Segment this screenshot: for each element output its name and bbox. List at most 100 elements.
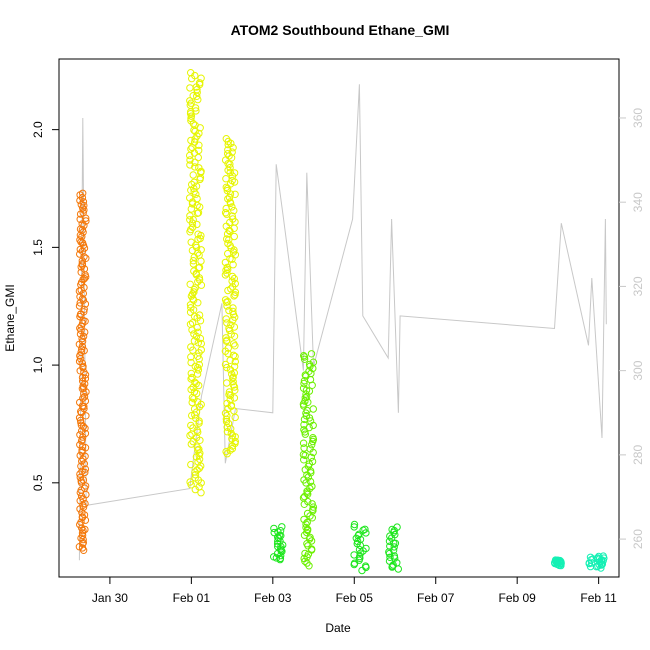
data-point xyxy=(230,332,239,340)
data-point xyxy=(300,500,308,508)
data-point xyxy=(223,423,231,431)
data-point xyxy=(301,557,309,565)
data-point xyxy=(307,469,315,477)
data-point xyxy=(81,468,89,477)
data-point xyxy=(305,562,313,570)
data-point xyxy=(80,390,88,398)
data-point xyxy=(187,460,195,469)
data-point xyxy=(300,379,308,388)
data-point xyxy=(194,95,202,104)
data-point xyxy=(222,337,231,345)
data-point xyxy=(81,328,89,336)
data-point xyxy=(186,280,194,288)
data-point xyxy=(77,437,86,445)
y-tick-label: 2.0 xyxy=(31,121,45,138)
data-point xyxy=(192,190,200,198)
data-point xyxy=(230,340,238,348)
data-point xyxy=(300,352,308,360)
data-point xyxy=(226,356,234,364)
data-point xyxy=(597,564,605,572)
data-point xyxy=(303,509,312,518)
x-tick-label: Feb 01 xyxy=(173,591,211,605)
data-point xyxy=(196,175,204,184)
data-point xyxy=(228,212,237,220)
data-point xyxy=(229,374,237,382)
data-point xyxy=(272,554,281,562)
y2-tick-label: 300 xyxy=(631,360,645,380)
data-point xyxy=(301,466,309,474)
x-tick-label: Feb 11 xyxy=(580,591,617,605)
data-point xyxy=(359,547,367,555)
data-point xyxy=(222,204,230,213)
data-point xyxy=(188,398,196,407)
data-point xyxy=(186,84,194,92)
data-point xyxy=(224,150,232,158)
data-point xyxy=(308,441,316,449)
data-point xyxy=(223,379,231,387)
data-point xyxy=(222,417,231,426)
data-point xyxy=(76,416,85,425)
data-point xyxy=(191,104,200,112)
data-point xyxy=(186,228,194,236)
data-point xyxy=(222,415,231,423)
y2-tick-label: 320 xyxy=(631,276,645,296)
data-point xyxy=(77,322,86,330)
y2-tick-label: 340 xyxy=(631,192,645,212)
data-point xyxy=(306,477,315,486)
data-point xyxy=(221,258,230,267)
data-point xyxy=(193,466,201,474)
data-point xyxy=(79,503,88,511)
data-point xyxy=(79,546,88,554)
data-point xyxy=(223,428,232,436)
data-point xyxy=(75,287,84,295)
data-point xyxy=(358,566,366,575)
data-point xyxy=(188,74,196,83)
data-point xyxy=(79,455,87,463)
data-point xyxy=(76,210,85,218)
data-point xyxy=(82,214,90,222)
data-point xyxy=(592,563,601,571)
data-point xyxy=(193,370,202,378)
data-point xyxy=(299,439,308,447)
y2-tick-label: 360 xyxy=(631,108,645,128)
data-point xyxy=(193,92,201,101)
y-axis: 0.5 1.0 1.5 2.0 xyxy=(31,121,60,491)
secondary-series-line xyxy=(78,84,607,561)
data-point xyxy=(76,245,85,254)
data-point xyxy=(190,337,199,345)
data-point xyxy=(277,543,285,551)
data-point xyxy=(302,372,310,380)
data-point xyxy=(78,261,87,269)
data-point xyxy=(80,253,88,261)
data-point xyxy=(307,350,316,358)
data-point xyxy=(81,317,89,325)
data-point xyxy=(300,353,309,361)
x-tick-label: Feb 05 xyxy=(336,591,374,605)
data-point xyxy=(230,232,239,241)
data-point xyxy=(308,514,316,522)
points-layer xyxy=(75,69,608,575)
data-point xyxy=(225,388,234,396)
data-point xyxy=(231,288,240,296)
data-point xyxy=(228,272,237,281)
data-point xyxy=(231,291,239,299)
data-point xyxy=(79,422,88,431)
x-tick-label: Feb 03 xyxy=(254,591,292,605)
x-tick-label: Feb 09 xyxy=(499,591,537,605)
y2-tick-label: 280 xyxy=(631,445,645,465)
data-point xyxy=(195,263,204,272)
data-point xyxy=(230,292,238,300)
data-point xyxy=(224,286,232,295)
data-point xyxy=(300,355,309,363)
data-point xyxy=(191,485,200,494)
data-point xyxy=(278,523,286,531)
data-point xyxy=(191,135,199,143)
data-point xyxy=(231,386,239,394)
data-point xyxy=(197,479,205,487)
series-segment-3 xyxy=(221,135,240,458)
data-point xyxy=(186,431,194,440)
data-point xyxy=(197,400,205,409)
data-point xyxy=(386,553,394,561)
data-point xyxy=(230,178,239,186)
data-point xyxy=(304,398,312,406)
